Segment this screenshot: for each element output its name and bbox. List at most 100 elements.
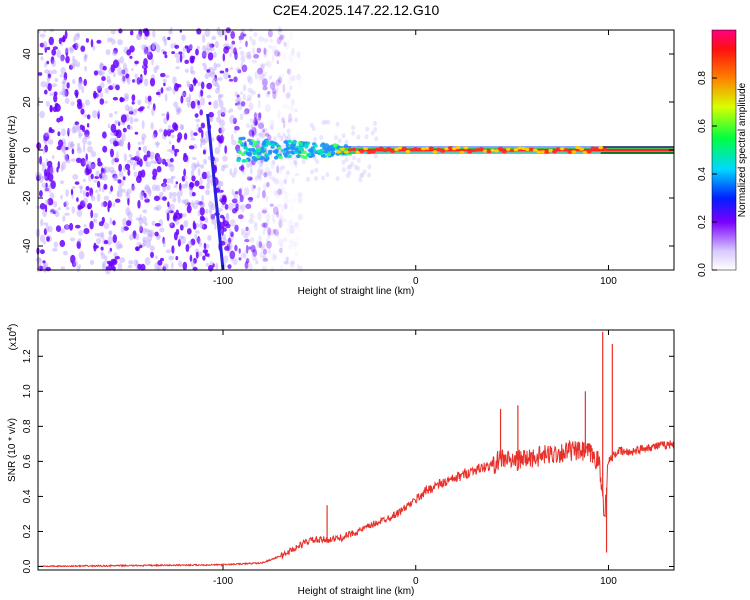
noise-speckle bbox=[186, 228, 192, 235]
noise-speckle bbox=[239, 50, 245, 56]
noise-speckle bbox=[253, 112, 257, 119]
noise-speckle bbox=[82, 190, 87, 197]
noise-speckle bbox=[80, 157, 86, 167]
noise-speckle bbox=[92, 110, 98, 118]
noise-speckle bbox=[260, 244, 264, 252]
noise-speckle bbox=[229, 52, 232, 58]
noise-speckle bbox=[129, 30, 134, 36]
signal-halo-speckle bbox=[272, 136, 277, 142]
noise-speckle bbox=[62, 215, 66, 223]
noise-speckle bbox=[106, 75, 111, 83]
noise-speckle bbox=[230, 43, 234, 50]
noise-speckle bbox=[121, 132, 126, 142]
signal-halo-speckle bbox=[325, 172, 330, 178]
noise-speckle bbox=[201, 50, 207, 59]
noise-speckle bbox=[251, 183, 255, 192]
noise-speckle bbox=[271, 228, 274, 237]
noise-speckle bbox=[47, 172, 54, 182]
y-tick-label: 0.6 bbox=[22, 454, 33, 468]
noise-speckle bbox=[107, 37, 111, 43]
noise-speckle bbox=[77, 238, 82, 243]
noise-speckle bbox=[183, 168, 187, 177]
noise-speckle bbox=[234, 224, 239, 232]
y-tick-label: 1.0 bbox=[22, 384, 33, 398]
noise-speckle bbox=[162, 51, 167, 55]
signal-halo-speckle bbox=[362, 169, 367, 175]
noise-speckle bbox=[125, 73, 130, 79]
noise-speckle bbox=[120, 226, 125, 233]
noise-speckle bbox=[280, 136, 284, 144]
noise-speckle bbox=[46, 60, 50, 65]
noise-speckle bbox=[190, 100, 196, 109]
snr-x-ticks: -100 0 100 bbox=[213, 330, 617, 587]
noise-speckle bbox=[232, 117, 237, 125]
noise-speckle bbox=[267, 90, 271, 95]
noise-speckle bbox=[51, 83, 58, 88]
noise-speckle bbox=[46, 160, 53, 168]
noise-speckle bbox=[234, 91, 238, 97]
noise-speckle bbox=[154, 223, 161, 227]
noise-speckle bbox=[173, 184, 178, 189]
noise-speckle bbox=[163, 129, 168, 137]
noise-speckle bbox=[84, 65, 88, 72]
snr-x-label: Height of straight line (km) bbox=[298, 586, 415, 597]
noise-speckle bbox=[118, 28, 123, 34]
noise-speckle bbox=[141, 133, 147, 140]
noise-speckle bbox=[253, 53, 260, 59]
noise-speckle bbox=[107, 242, 111, 246]
noise-speckle bbox=[169, 203, 175, 211]
noise-speckle bbox=[76, 240, 81, 249]
noise-speckle bbox=[66, 82, 70, 89]
noise-speckle bbox=[155, 91, 161, 96]
noise-speckle bbox=[72, 61, 77, 67]
noise-speckle bbox=[57, 161, 60, 169]
noise-speckle bbox=[106, 260, 112, 265]
noise-speckle bbox=[224, 246, 230, 251]
noise-speckle bbox=[214, 223, 217, 230]
noise-speckle bbox=[179, 53, 183, 63]
noise-speckle bbox=[93, 179, 98, 183]
noise-speckle bbox=[247, 51, 252, 60]
noise-speckle bbox=[272, 219, 276, 224]
noise-speckle bbox=[269, 39, 274, 43]
noise-speckle bbox=[191, 162, 197, 171]
noise-speckle bbox=[173, 231, 178, 241]
noise-speckle bbox=[257, 67, 263, 75]
noise-speckle bbox=[117, 39, 123, 46]
noise-speckle bbox=[116, 190, 120, 198]
noise-speckle bbox=[136, 77, 141, 85]
signal-band-speckle bbox=[247, 151, 252, 156]
noise-speckle bbox=[203, 65, 208, 71]
noise-speckle bbox=[279, 73, 284, 78]
noise-speckle bbox=[156, 140, 159, 149]
noise-speckle bbox=[281, 204, 285, 213]
noise-speckle bbox=[197, 210, 201, 217]
noise-speckle bbox=[117, 67, 123, 76]
noise-speckle bbox=[222, 196, 227, 203]
noise-speckle bbox=[223, 255, 229, 263]
noise-speckle bbox=[289, 113, 293, 122]
noise-speckle bbox=[291, 98, 295, 106]
noise-speckle bbox=[110, 185, 113, 192]
noise-speckle bbox=[200, 96, 205, 106]
noise-speckle bbox=[292, 243, 297, 250]
noise-speckle bbox=[247, 75, 251, 82]
noise-speckle bbox=[170, 43, 174, 49]
noise-speckle bbox=[161, 182, 167, 188]
noise-speckle bbox=[108, 85, 114, 91]
noise-speckle bbox=[82, 178, 86, 183]
signal-core-speckle bbox=[351, 147, 357, 152]
noise-speckle bbox=[189, 182, 195, 188]
noise-speckle bbox=[64, 30, 68, 39]
noise-speckle bbox=[114, 255, 120, 260]
noise-speckle bbox=[151, 41, 158, 46]
noise-speckle bbox=[143, 46, 148, 56]
signal-halo-speckle bbox=[314, 167, 319, 173]
noise-speckle bbox=[185, 244, 190, 252]
noise-speckle bbox=[267, 76, 272, 81]
spectrogram-x-ticks: -100 0 100 bbox=[213, 30, 617, 287]
noise-speckle bbox=[259, 172, 263, 177]
noise-speckle bbox=[86, 163, 90, 170]
noise-speckle bbox=[220, 112, 226, 117]
signal-halo-speckle bbox=[341, 133, 346, 139]
